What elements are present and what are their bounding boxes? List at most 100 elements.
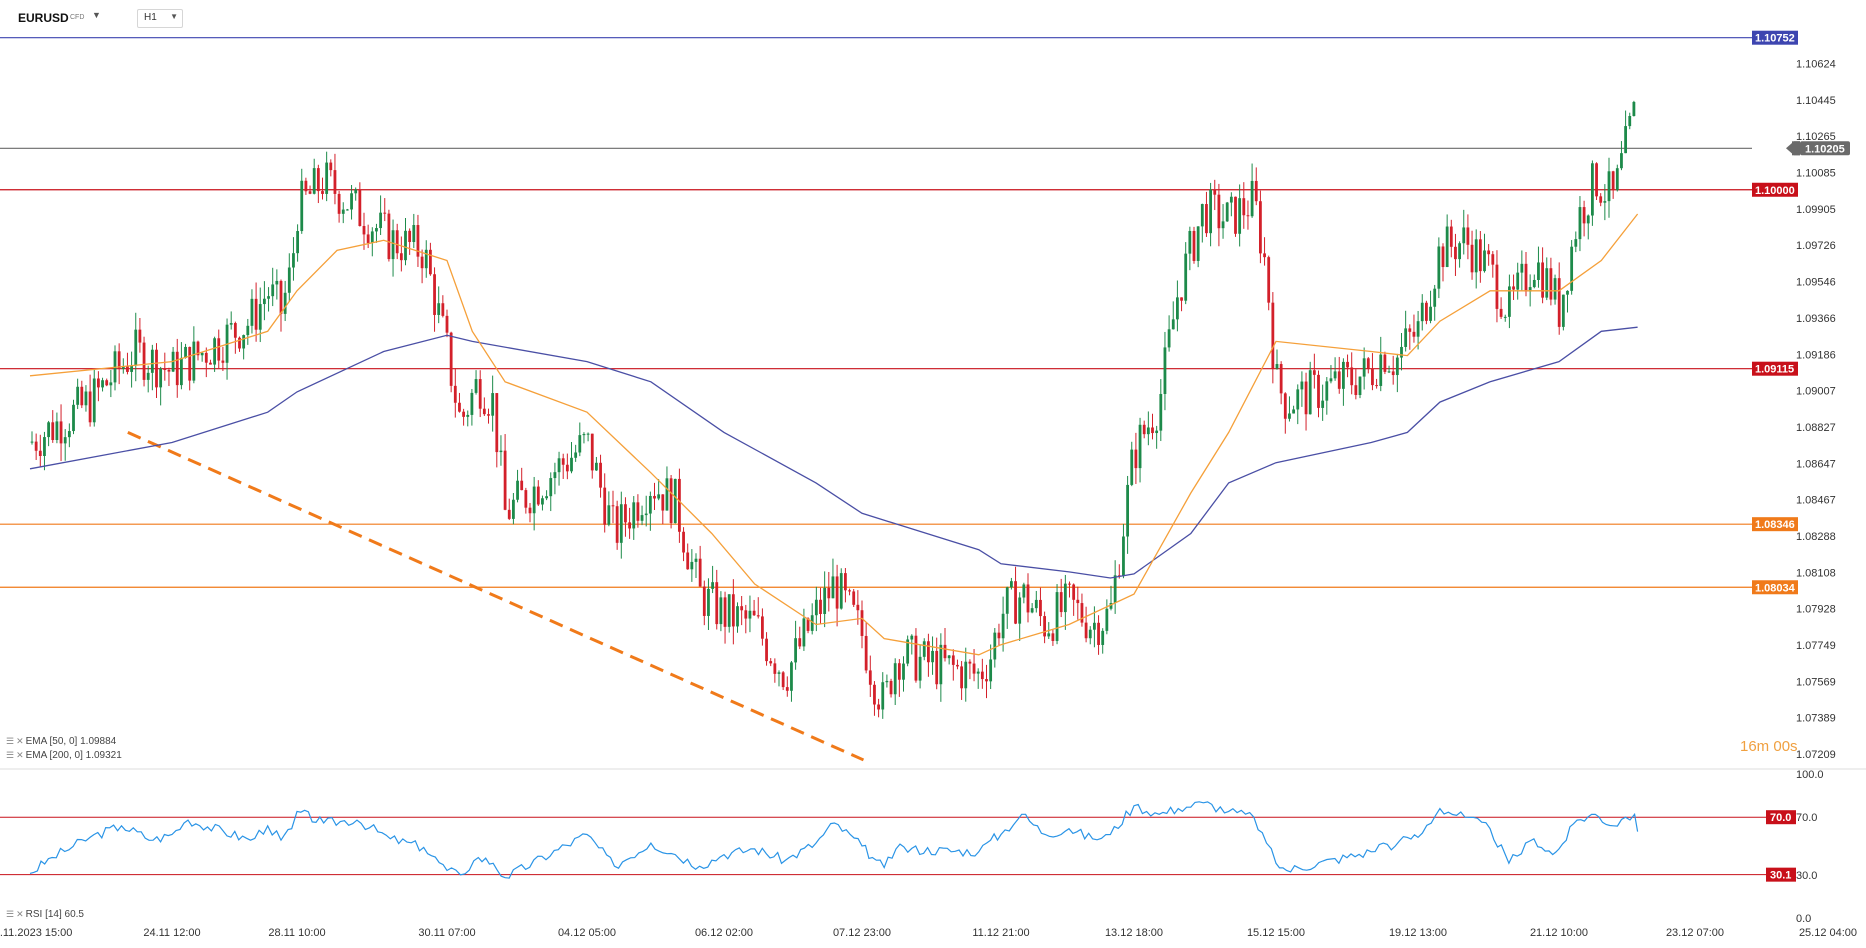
candle-up[interactable] — [1329, 378, 1333, 382]
candle-down[interactable] — [698, 558, 702, 587]
candle-up[interactable] — [802, 618, 806, 647]
indicator-remove-icon[interactable]: ✕ — [16, 750, 24, 760]
candle-up[interactable] — [727, 594, 731, 627]
candle-down[interactable] — [1441, 246, 1445, 268]
candle-down[interactable] — [316, 168, 320, 192]
candle-down[interactable] — [503, 450, 507, 510]
candle-up[interactable] — [885, 680, 889, 683]
candle-down[interactable] — [155, 349, 158, 388]
candle-down[interactable] — [1512, 286, 1515, 290]
candle-down[interactable] — [1213, 189, 1217, 195]
candle-up[interactable] — [1387, 371, 1391, 373]
candle-up[interactable] — [184, 346, 187, 358]
candle-up[interactable] — [1122, 536, 1125, 577]
candle-down[interactable] — [482, 408, 486, 415]
candle-up[interactable] — [1624, 126, 1627, 154]
candle-up[interactable] — [644, 513, 648, 516]
candle-up[interactable] — [1188, 230, 1192, 254]
symbol-dropdown-icon[interactable]: ▼ — [92, 10, 101, 20]
candle-up[interactable] — [1250, 180, 1254, 217]
candle-down[interactable] — [1279, 364, 1283, 394]
candle-up[interactable] — [1615, 168, 1619, 191]
candle-up[interactable] — [1176, 297, 1179, 320]
candle-down[interactable] — [1059, 592, 1063, 613]
candle-up[interactable] — [657, 494, 661, 499]
candle-up[interactable] — [1537, 262, 1540, 280]
candle-down[interactable] — [1466, 227, 1470, 245]
candle-down[interactable] — [221, 360, 225, 363]
candle-up[interactable] — [1300, 381, 1304, 390]
candle-down[interactable] — [590, 433, 594, 471]
candle-down[interactable] — [507, 509, 511, 519]
candle-up[interactable] — [810, 615, 814, 631]
candle-up[interactable] — [1126, 484, 1129, 537]
candle-up[interactable] — [595, 462, 598, 471]
candle-up[interactable] — [922, 641, 926, 657]
candle-down[interactable] — [852, 591, 856, 605]
candle-up[interactable] — [470, 392, 474, 415]
candle-up[interactable] — [1105, 608, 1109, 631]
candle-up[interactable] — [370, 231, 374, 243]
candle-down[interactable] — [781, 672, 785, 688]
candle-down[interactable] — [769, 661, 773, 664]
indicator-remove-icon[interactable]: ✕ — [16, 736, 24, 746]
candle-up[interactable] — [719, 597, 723, 625]
candle-down[interactable] — [387, 213, 391, 260]
candle-down[interactable] — [1425, 302, 1428, 321]
candle-down[interactable] — [138, 329, 142, 343]
candle-down[interactable] — [80, 386, 84, 406]
candle-up[interactable] — [229, 323, 233, 325]
candle-down[interactable] — [773, 663, 777, 674]
candle-up[interactable] — [292, 253, 295, 268]
candle-up[interactable] — [976, 671, 980, 674]
candle-down[interactable] — [196, 341, 200, 356]
candle-up[interactable] — [947, 655, 951, 659]
candle-up[interactable] — [1093, 622, 1096, 630]
candle-down[interactable] — [914, 635, 918, 681]
candle-down[interactable] — [1366, 358, 1370, 369]
candle-up[interactable] — [1420, 302, 1424, 322]
candle-down[interactable] — [1283, 393, 1287, 419]
candle-up[interactable] — [553, 472, 557, 479]
candle-down[interactable] — [1383, 354, 1387, 372]
candle-down[interactable] — [1449, 226, 1453, 247]
candle-down[interactable] — [603, 487, 607, 525]
candle-up[interactable] — [1342, 361, 1345, 389]
candle-down[interactable] — [1317, 374, 1320, 408]
candle-down[interactable] — [188, 346, 192, 381]
candle-up[interactable] — [1238, 198, 1242, 234]
candle-down[interactable] — [997, 632, 1001, 639]
candle-up[interactable] — [648, 495, 652, 514]
candle-up[interactable] — [1321, 400, 1325, 408]
candle-down[interactable] — [1259, 201, 1262, 254]
candle-up[interactable] — [1288, 413, 1291, 419]
candle-down[interactable] — [1142, 424, 1146, 435]
candle-up[interactable] — [1586, 215, 1590, 224]
candle-up[interactable] — [412, 225, 416, 243]
candle-up[interactable] — [109, 382, 113, 386]
candle-up[interactable] — [1167, 329, 1171, 348]
candle-down[interactable] — [1271, 302, 1275, 369]
candle-down[interactable] — [1524, 263, 1528, 292]
candle-up[interactable] — [1545, 268, 1549, 298]
candle-down[interactable] — [520, 480, 524, 491]
candle-up[interactable] — [1296, 389, 1300, 410]
candle-down[interactable] — [935, 650, 939, 685]
candle-down[interactable] — [1084, 622, 1088, 639]
candle-down[interactable] — [416, 225, 420, 257]
indicator-settings-icon[interactable]: ☰ — [6, 909, 15, 919]
candle-down[interactable] — [395, 230, 399, 254]
candle-down[interactable] — [408, 230, 412, 243]
candle-up[interactable] — [1308, 370, 1312, 415]
candle-down[interactable] — [624, 504, 627, 523]
candle-up[interactable] — [76, 386, 80, 405]
candle-down[interactable] — [653, 495, 656, 499]
candle-up[interactable] — [1503, 316, 1507, 318]
candle-down[interactable] — [88, 391, 92, 423]
candle-up[interactable] — [902, 663, 905, 680]
candle-down[interactable] — [1495, 264, 1499, 309]
candle-down[interactable] — [105, 380, 109, 386]
candle-up[interactable] — [1404, 328, 1408, 347]
candle-up[interactable] — [47, 422, 50, 438]
candle-down[interactable] — [528, 507, 532, 514]
